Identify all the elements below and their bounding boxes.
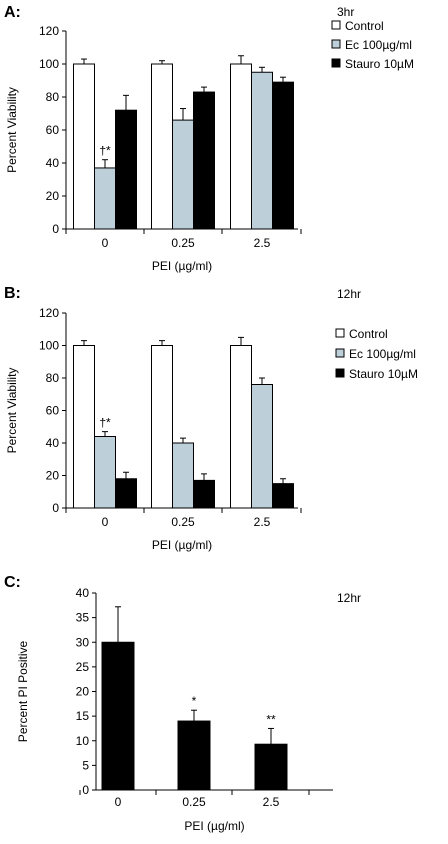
significance-marker: †* [99,144,111,158]
bar [172,119,194,230]
y-axis-title: Percent PI Positive [16,640,30,742]
legend-label: Control [345,19,384,33]
y-tick-label: 25 [76,660,90,674]
time-label: 12hr [337,591,361,605]
bar [251,71,273,230]
y-tick-label: 15 [76,709,90,723]
legend-swatch [331,39,341,49]
y-tick-label: 20 [76,685,90,699]
x-tick-label: 2.5 [263,795,280,809]
y-tick-label: 40 [46,156,60,170]
x-axis-title: PEI (µg/ml) [152,538,212,552]
x-tick-label: 0 [115,795,122,809]
y-tick-label: 5 [82,758,89,772]
y-tick-label: 100 [39,57,59,71]
legend-swatch [335,368,345,378]
y-tick-label: 0 [52,501,59,515]
x-tick-label: 0.25 [182,795,206,809]
x-tick-label: 2.5 [254,236,271,250]
y-tick-label: 20 [46,469,60,483]
bar [230,63,252,230]
y-axis-title: Percent Viability [5,87,19,173]
panel-label: C: [4,574,21,591]
bar [151,63,173,230]
bar [177,720,211,791]
x-tick-label: 0.25 [171,236,195,250]
y-tick-label: 60 [46,123,60,137]
bar [193,91,215,230]
time-label: 3hr [337,5,354,19]
significance-marker: ** [266,712,276,726]
bar [115,109,137,230]
bar [101,641,135,791]
y-tick-label: 30 [76,635,90,649]
legend-swatch [335,328,345,338]
y-tick-label: 20 [46,189,60,203]
legend-swatch [335,348,345,358]
legend-label: Stauro 10µM [345,57,414,71]
bar [115,478,137,509]
y-axis-title: Percent Viability [5,368,19,454]
bar [254,743,288,791]
y-tick-label: 120 [39,306,59,320]
y-tick-label: 40 [46,436,60,450]
bar [73,63,95,230]
y-tick-label: 40 [76,586,90,600]
legend-swatch [331,20,341,30]
time-label: 12hr [337,287,361,301]
panel-label: B: [4,285,21,302]
significance-marker: * [192,694,197,708]
legend-label: Ec 100µg/ml [345,38,412,52]
significance-marker: †* [99,416,111,430]
x-axis-title: PEI (µg/ml) [184,819,244,833]
y-tick-label: 35 [76,611,90,625]
x-tick-label: 2.5 [254,515,271,529]
legend-label: Control [349,327,388,341]
bar [272,483,294,509]
bar [172,442,194,509]
y-tick-label: 60 [46,404,60,418]
bar [73,345,95,509]
x-tick-label: 0 [102,236,109,250]
x-axis-title: PEI (µg/ml) [152,259,212,273]
y-tick-label: 80 [46,90,60,104]
x-tick-label: 0.25 [171,515,195,529]
bar [230,345,252,509]
bar [151,345,173,509]
bar [193,479,215,509]
bar [272,81,294,230]
panel-label: A: [4,4,21,21]
legend-label: Ec 100µg/ml [349,347,416,361]
legend-swatch [331,58,341,68]
y-tick-label: 120 [39,24,59,38]
legend-label: Stauro 10µM [349,367,418,381]
bar [94,167,116,230]
x-tick-label: 0 [102,515,109,529]
y-tick-label: 10 [76,734,90,748]
y-tick-label: 80 [46,371,60,385]
y-tick-label: 0 [52,222,59,236]
y-tick-label: 0 [82,783,89,797]
bar [251,384,273,509]
bar [94,436,116,509]
y-tick-label: 100 [39,339,59,353]
